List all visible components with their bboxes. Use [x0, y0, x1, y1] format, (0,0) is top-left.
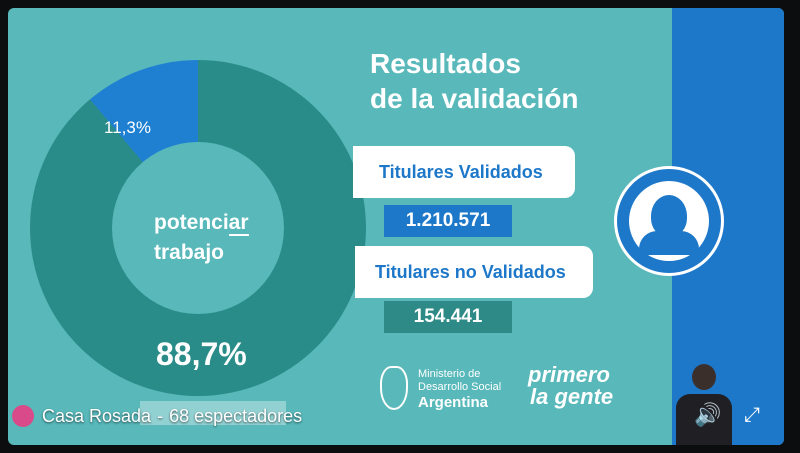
portrait-shoulders: [639, 231, 699, 255]
sound-icon[interactable]: 🔊: [694, 402, 722, 427]
logo-text-line2: trabajo: [154, 241, 225, 264]
validated-label: Titulares Validados: [353, 146, 575, 198]
not-validated-label: Titulares no Validados: [355, 246, 593, 298]
stream-info-overlay[interactable]: Casa Rosada - 68 espectadores: [12, 398, 302, 434]
expand-icon[interactable]: ⤢: [744, 404, 760, 426]
donut-center-logo: potenciar trabajo: [154, 208, 249, 268]
ministry-line2: Desarrollo Social: [418, 380, 502, 393]
slide-title: Resultados de la validación: [370, 46, 579, 116]
channel-name[interactable]: Casa Rosada: [42, 405, 152, 426]
ministry-line3: Argentina: [418, 393, 489, 411]
not-validated-value: 154.441: [384, 301, 512, 333]
validated-value: 1.210.571: [384, 205, 512, 237]
shield-icon: [380, 366, 408, 410]
primero-la-gente-logo: primero la gente: [528, 364, 613, 408]
logo-text-b: ar: [228, 211, 249, 236]
ministry-logo: Ministerio de Desarrollo Social Argentin…: [380, 366, 501, 410]
seal-icon: [614, 166, 724, 276]
donut-chart: [30, 60, 366, 396]
title-line-2: de la validación: [370, 83, 579, 114]
video-frame[interactable]: 11,3% 88,7% potenciar trabajo Resultados…: [8, 8, 784, 445]
donut-hole: [112, 142, 284, 314]
interpreter-body: [676, 394, 732, 445]
logo-text-a: potenci: [154, 211, 229, 234]
ministry-line1: Ministerio de: [418, 367, 481, 380]
interpreter-head: [692, 364, 716, 390]
seal-portrait: [629, 181, 709, 261]
sign-language-interpreter: [676, 364, 732, 445]
primero-line1: primero: [528, 362, 610, 387]
primero-line2: la gente: [530, 384, 614, 409]
faded-overlay-box: [140, 401, 286, 425]
slice-label-validated: 88,7%: [156, 336, 247, 372]
slice-label-not-validated: 11,3%: [104, 118, 151, 137]
portrait-head: [651, 195, 687, 237]
title-line-1: Resultados: [370, 48, 521, 79]
viewer-count: 68 espectadores: [169, 405, 303, 426]
separator: -: [157, 405, 164, 426]
avatar[interactable]: [12, 405, 34, 427]
